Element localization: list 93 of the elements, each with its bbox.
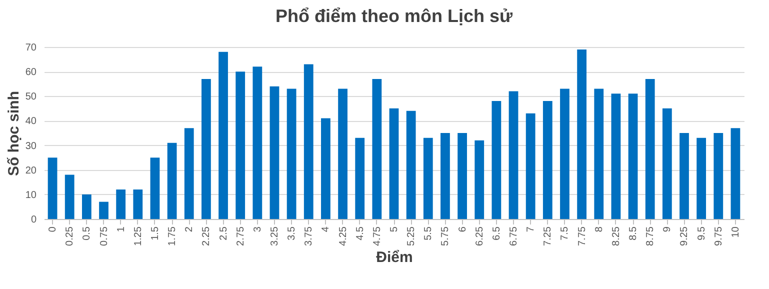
bar <box>526 113 536 219</box>
x-tick-label: 5.25 <box>406 226 418 246</box>
x-tick-label: 4 <box>320 226 332 232</box>
bar <box>355 138 365 219</box>
x-tick-label: 7.5 <box>560 226 571 240</box>
x-tick-label: 6.75 <box>508 226 520 246</box>
x-tick-label: 4.75 <box>372 226 383 246</box>
bar <box>236 72 246 219</box>
x-tick-label: 0.75 <box>98 226 110 246</box>
bar <box>82 194 92 219</box>
bar <box>270 86 280 219</box>
bar <box>458 133 467 219</box>
x-tick-label: 6.25 <box>474 226 486 246</box>
x-axis-title: Điểm <box>376 248 413 266</box>
x-tick-label: 9.75 <box>713 226 724 246</box>
x-tick-label: 0.25 <box>64 226 76 246</box>
bar <box>560 88 570 219</box>
bar <box>64 174 74 219</box>
bar <box>252 66 262 219</box>
bar <box>423 138 433 219</box>
bar <box>286 88 296 219</box>
bar <box>474 140 484 219</box>
y-axis-title: Số học sinh <box>5 90 22 176</box>
y-tick-label: 50 <box>25 92 37 103</box>
x-tick-label: 0 <box>48 226 59 232</box>
x-tick-label: 5 <box>389 226 400 232</box>
x-tick-label: 4.5 <box>354 226 366 240</box>
bar <box>99 202 108 219</box>
bar <box>372 78 382 219</box>
bar <box>645 78 655 219</box>
y-tick-label: 10 <box>25 190 37 201</box>
y-tick-label: 70 <box>25 42 37 54</box>
x-tick-label: 5.5 <box>423 226 434 240</box>
y-tick-label: 40 <box>25 116 37 128</box>
x-tick-label: 3.25 <box>269 226 280 246</box>
bar <box>48 158 58 219</box>
bar <box>321 118 330 219</box>
x-tick-label: 1.5 <box>150 226 161 240</box>
x-tick-label: 3.75 <box>304 226 315 246</box>
x-tick-label: 9 <box>662 226 674 232</box>
x-tick-label: 8.5 <box>628 226 640 240</box>
x-tick-label: 5.75 <box>440 226 452 246</box>
bar <box>492 101 502 219</box>
x-tick-label: 2.5 <box>218 226 230 240</box>
bar <box>133 190 143 219</box>
bar <box>406 110 416 219</box>
bar <box>440 133 450 219</box>
y-tick-label: 0 <box>30 214 37 226</box>
x-tick-label: 2.75 <box>235 226 246 246</box>
x-tick-label: 9.5 <box>696 226 708 240</box>
x-tick-label: 0.5 <box>82 226 93 240</box>
bar <box>542 101 552 219</box>
bar <box>338 88 348 219</box>
x-tick-label: 2 <box>184 226 196 232</box>
bar <box>611 94 621 219</box>
bar <box>594 88 604 219</box>
bar <box>184 128 194 219</box>
x-tick-label: 3 <box>252 226 264 232</box>
x-tick-label: 8.25 <box>610 226 622 246</box>
bar <box>150 158 160 219</box>
x-tick-label: 3.5 <box>286 226 298 240</box>
x-tick-label: 1.75 <box>167 226 178 246</box>
bar <box>577 49 586 219</box>
x-tick-label: 1.25 <box>132 226 144 246</box>
bar <box>696 138 706 219</box>
bar <box>202 78 211 219</box>
x-tick-label: 7.25 <box>542 226 554 246</box>
chart-title: Phổ điểm theo môn Lịch sử <box>275 6 514 26</box>
x-tick-label: 7.75 <box>576 226 588 246</box>
x-tick-label: 1 <box>116 226 127 232</box>
y-tick-label: 20 <box>25 165 37 176</box>
x-tick-label: 10 <box>730 226 742 238</box>
bar <box>167 142 177 219</box>
x-tick-label: 4.25 <box>338 226 349 246</box>
y-tick-label: 30 <box>25 140 37 152</box>
bar <box>218 52 228 219</box>
bar <box>304 64 314 219</box>
bar <box>714 133 724 219</box>
bar <box>730 128 740 219</box>
x-tick-label: 7 <box>526 226 537 232</box>
x-tick-label: 2.25 <box>201 226 212 246</box>
x-tick-label: 9.25 <box>679 226 690 246</box>
x-tick-label: 6.5 <box>491 226 502 240</box>
bar <box>389 108 399 219</box>
bar <box>662 108 672 219</box>
bar <box>628 94 638 219</box>
x-tick-label: 8.75 <box>645 226 656 246</box>
y-tick-label: 60 <box>25 67 37 78</box>
bar <box>116 190 126 219</box>
x-tick-label: 6 <box>457 226 468 232</box>
x-tick-label: 8 <box>594 226 605 232</box>
bar <box>508 91 518 219</box>
bar <box>680 133 689 219</box>
